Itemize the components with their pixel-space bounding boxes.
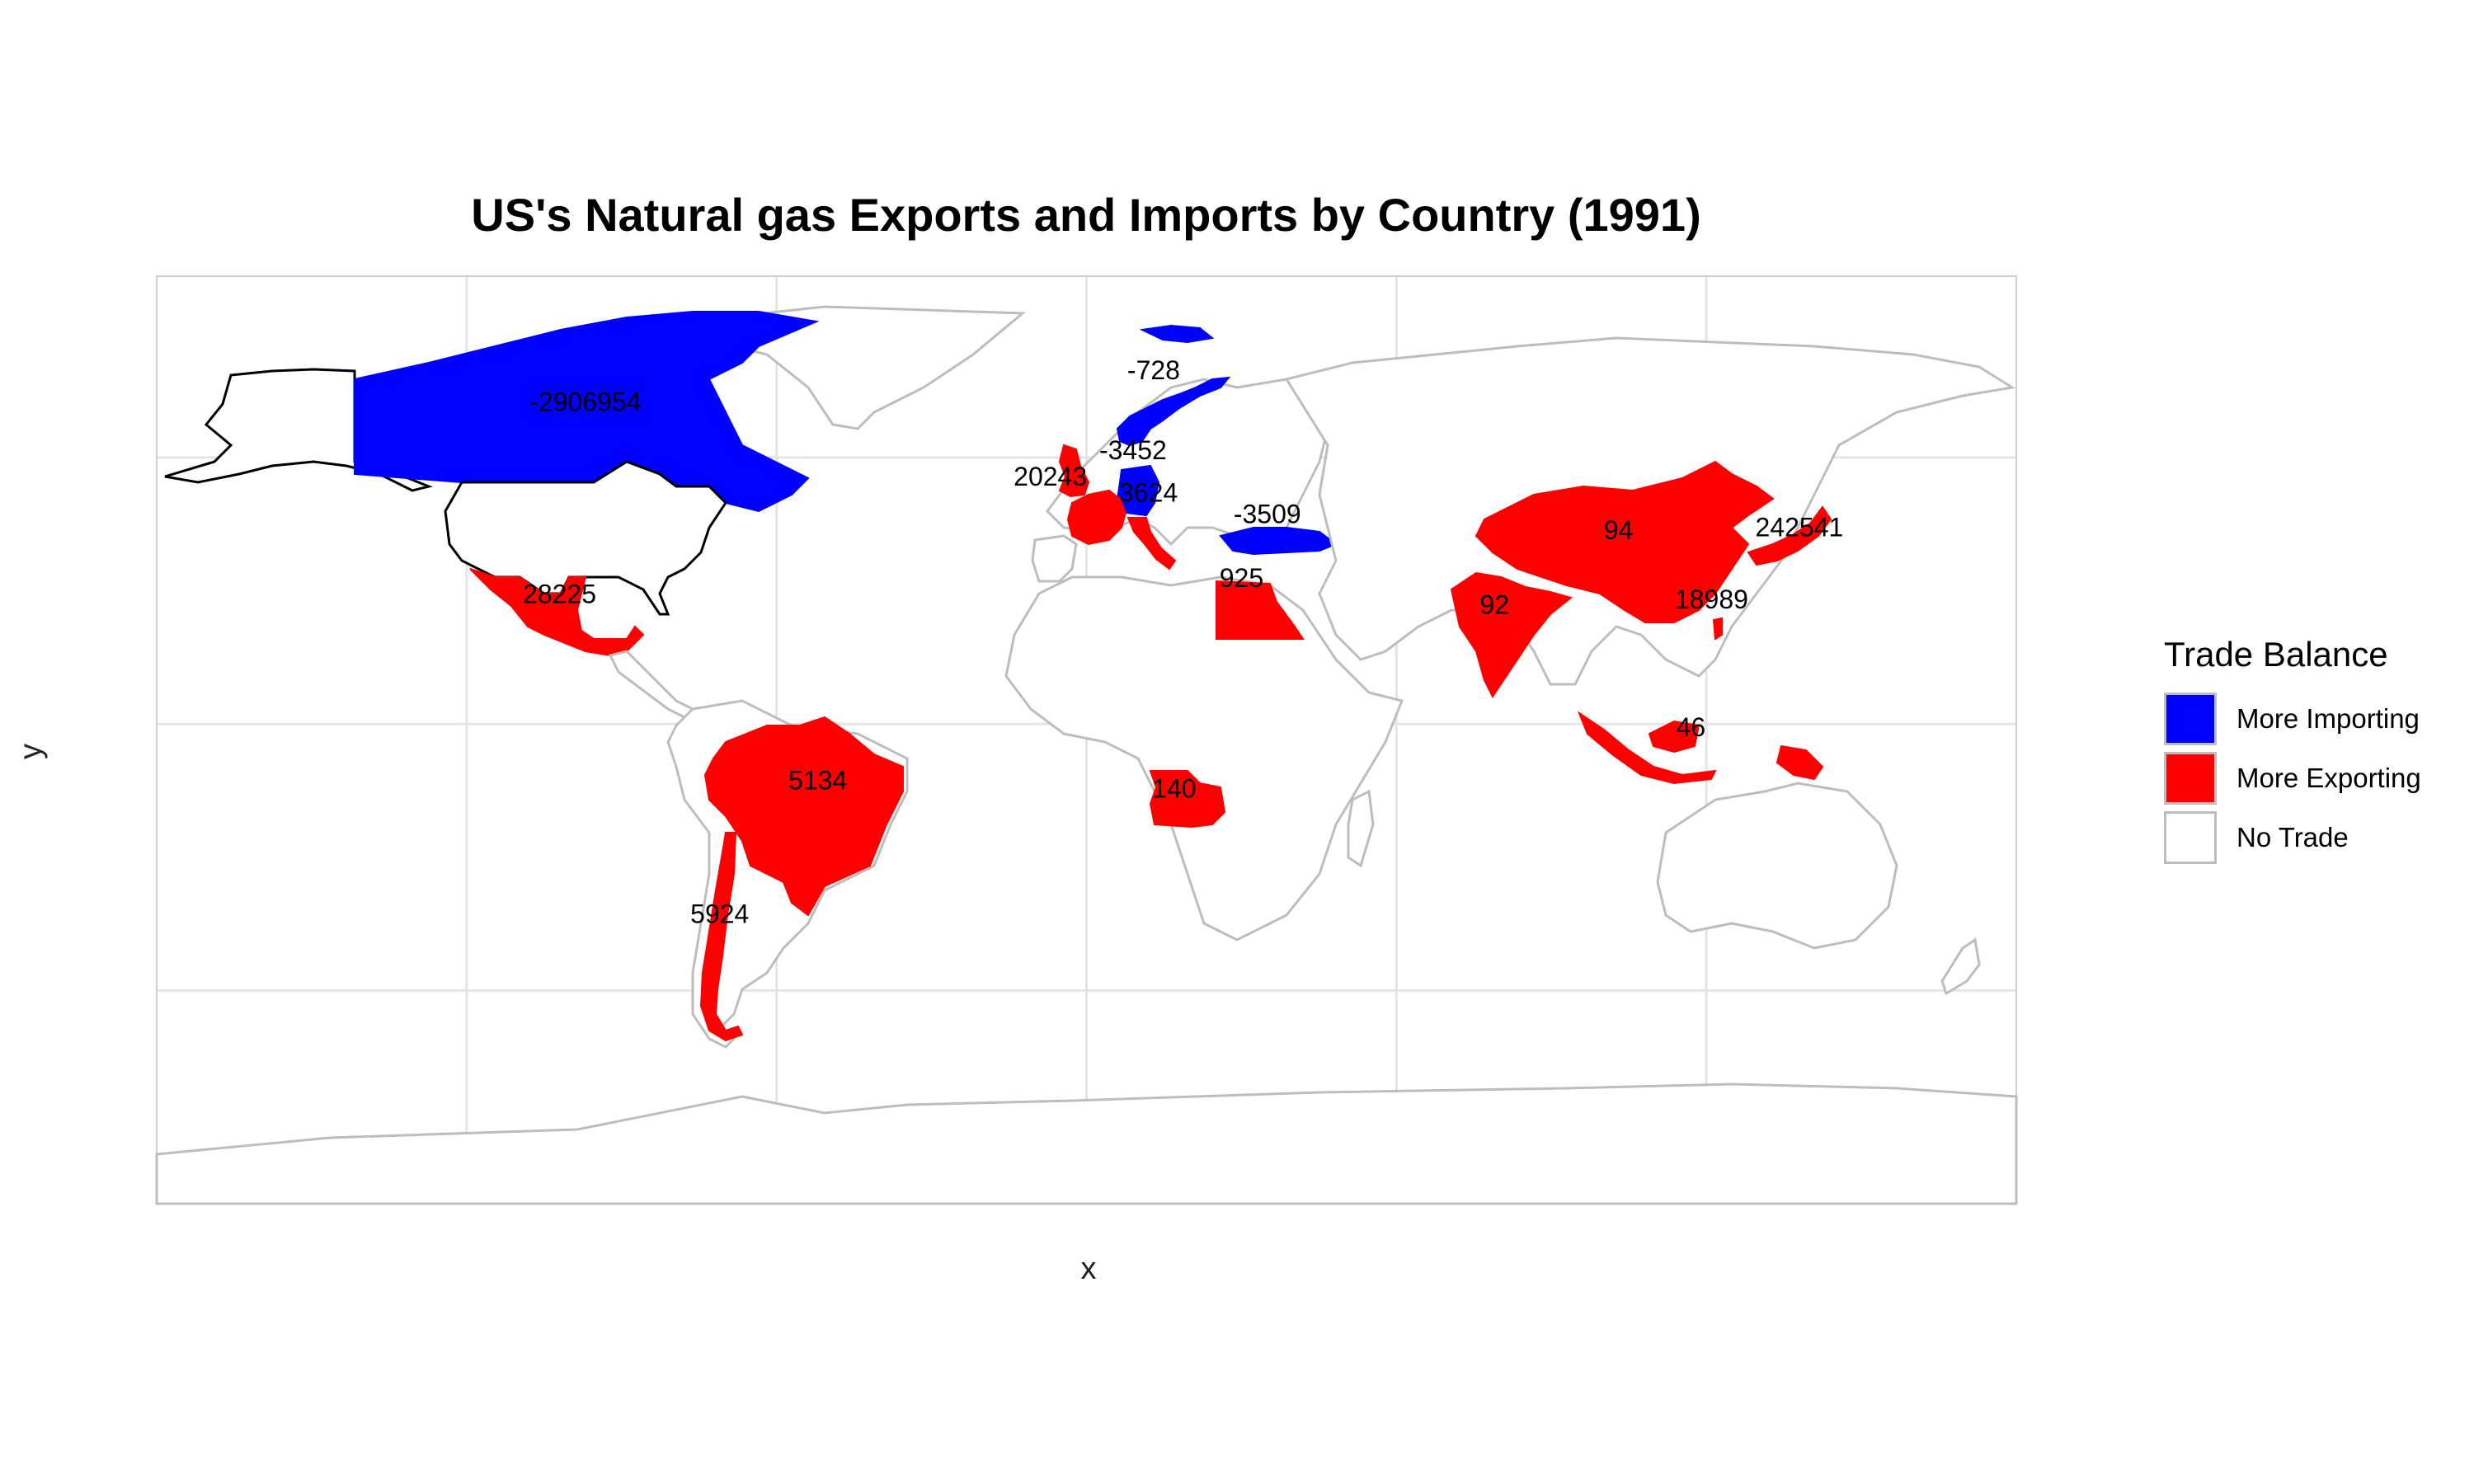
value-label-chile: 5924 — [690, 899, 749, 928]
value-label-germany: -3452 — [1099, 435, 1167, 465]
antarctica-shape — [155, 1082, 2018, 1205]
value-label-turkey: -3509 — [1234, 499, 1301, 528]
value-label-egypt: 925 — [1220, 563, 1263, 593]
china-shape — [1475, 460, 1775, 623]
chart-title: US's Natural gas Exports and Imports by … — [471, 189, 1701, 241]
legend-label-importing: More Importing — [2236, 703, 2420, 734]
legend-item-importing: More Importing — [2164, 689, 2421, 749]
taiwan-shape — [1712, 617, 1723, 641]
turkey-shape — [1219, 527, 1338, 556]
chile-shape — [699, 832, 744, 1042]
value-label-china: 94 — [1604, 515, 1634, 545]
japan-shape — [1747, 505, 1832, 566]
legend-title: Trade Balance — [2164, 635, 2388, 674]
value-labels: -2906954 -728 -3452 -3509 20243 3624 28225 5134… — [523, 355, 1843, 928]
value-label-norway: -728 — [1127, 355, 1180, 385]
legend-item-no-trade: No Trade — [2164, 808, 2421, 867]
mexico-shape — [469, 568, 645, 657]
legend-key-exporting — [2164, 752, 2217, 805]
legend-item-exporting: More Exporting — [2164, 749, 2421, 808]
legend-key-importing — [2164, 693, 2217, 745]
svalbard-shape — [1139, 324, 1215, 344]
egypt-shape — [1216, 580, 1305, 640]
value-label-angola: 140 — [1152, 773, 1196, 803]
value-label-japan: 242541 — [1756, 513, 1844, 542]
angola-shape — [1149, 770, 1226, 829]
iberia-shape — [1031, 534, 1078, 583]
value-label-canada: -2906954 — [529, 387, 641, 417]
x-axis-title: x — [1080, 1252, 1097, 1286]
landmasses — [155, 305, 2018, 1205]
australia-shape — [1656, 782, 1898, 950]
uk-shape — [1058, 444, 1090, 498]
value-label-india: 92 — [1480, 589, 1510, 619]
brazil-shape — [703, 716, 904, 917]
value-label-indonesia: 46 — [1677, 712, 1706, 742]
africa-shape — [1004, 575, 1404, 942]
value-label-taiwan: 18989 — [1675, 585, 1748, 614]
value-label-france: 20243 — [1014, 462, 1087, 491]
central-america-shape — [608, 650, 695, 719]
indonesia-shape — [1577, 711, 1824, 785]
y-axis-title: y — [13, 744, 49, 759]
legend-label-exporting: More Exporting — [2236, 763, 2421, 793]
value-label-brazil: 5134 — [788, 766, 847, 796]
india-shape — [1450, 571, 1573, 698]
legend-label-no-trade: No Trade — [2236, 822, 2349, 852]
france-shape — [1066, 489, 1127, 546]
legend: Trade Balance More Importing More Export… — [2164, 635, 2421, 867]
value-label-italy: 3624 — [1119, 478, 1178, 508]
value-label-mexico: 28225 — [523, 579, 596, 608]
madagascar-shape — [1347, 789, 1375, 868]
legend-key-no-trade — [2164, 811, 2217, 864]
usa-shape — [444, 460, 727, 616]
norway-shape — [1116, 376, 1231, 447]
new-zealand-shape — [1940, 937, 1981, 996]
italy-shape — [1126, 517, 1177, 571]
germany-shape — [1116, 464, 1160, 517]
